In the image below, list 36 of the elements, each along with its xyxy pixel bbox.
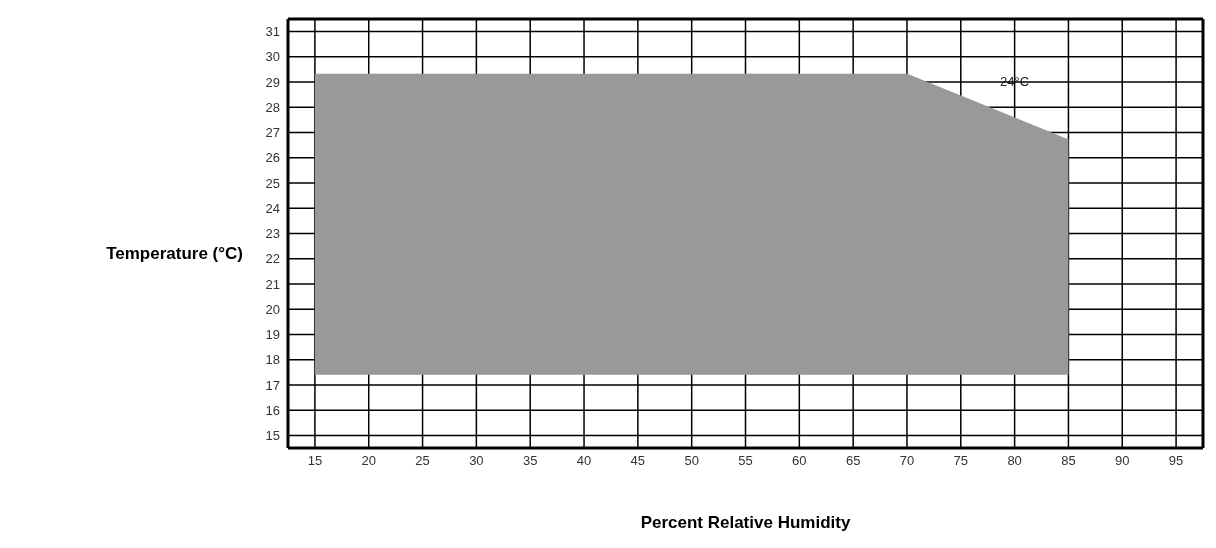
x-tick-label: 40: [576, 453, 592, 469]
x-tick-label: 30: [469, 453, 484, 469]
x-tick-label: 50: [684, 453, 699, 469]
y-tick-label: 30: [265, 49, 280, 65]
y-tick-label: 22: [265, 251, 280, 267]
x-axis-title: Percent Relative Humidity: [640, 513, 851, 532]
y-tick-label: 17: [265, 377, 280, 393]
y-tick-label: 25: [265, 175, 280, 191]
x-tick-label: 55: [738, 453, 753, 469]
x-tick-label: 35: [522, 453, 538, 469]
x-tick-label: 95: [1168, 453, 1184, 469]
x-tick-label: 75: [953, 453, 969, 469]
y-tick-label: 19: [265, 327, 280, 343]
y-tick-label: 26: [265, 150, 280, 166]
x-tick-label: 65: [845, 453, 861, 469]
x-tick-label: 20: [361, 453, 376, 469]
y-tick-label: 16: [265, 402, 280, 418]
x-tick-label: 70: [899, 453, 915, 469]
y-tick-label: 23: [265, 226, 280, 242]
y-tick-label: 15: [265, 428, 280, 443]
y-tick-label: 28: [265, 99, 280, 115]
y-tick-label: 18: [265, 352, 280, 368]
y-tick-label: 29: [265, 74, 280, 90]
y-axis-title: Temperature (°C): [105, 244, 243, 264]
x-tick-label: 45: [630, 453, 646, 469]
x-tick-label: 25: [415, 453, 430, 469]
y-tick-label: 24: [265, 200, 280, 216]
x-tick-label: 85: [1061, 453, 1076, 469]
y-tick-label: 20: [265, 301, 280, 317]
y-tick-label: 27: [265, 125, 280, 141]
x-tick-label: 60: [792, 453, 807, 469]
y-tick-label: 21: [265, 276, 280, 292]
x-tick-label: 90: [1115, 453, 1130, 469]
x-tick-label: 80: [1007, 453, 1022, 469]
y-tick-label: 31: [265, 24, 280, 40]
x-tick-label: 15: [307, 453, 323, 469]
